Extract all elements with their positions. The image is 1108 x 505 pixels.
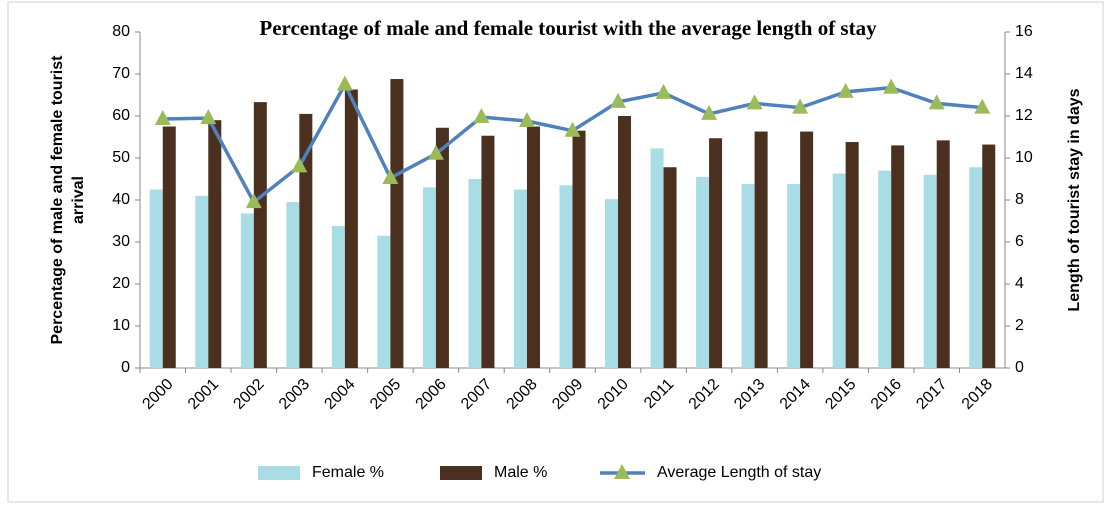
marker: [473, 108, 490, 124]
y-tick-label: 10: [112, 317, 130, 334]
legend-label: Male %: [494, 464, 547, 481]
marker: [154, 109, 171, 125]
bar: [663, 167, 677, 368]
bar: [390, 79, 404, 368]
bar: [605, 199, 619, 368]
bar: [377, 235, 391, 368]
marker: [245, 193, 262, 209]
y2-tick-label: 0: [1015, 359, 1024, 376]
bar: [696, 176, 710, 368]
bar: [468, 179, 482, 368]
bar: [741, 184, 755, 368]
bar: [435, 127, 449, 368]
legend-swatch: [258, 466, 300, 480]
bar: [513, 189, 527, 368]
bar: [162, 126, 176, 368]
y2-tick-label: 8: [1015, 191, 1024, 208]
chart-title: Percentage of male and female tourist wi…: [259, 16, 877, 40]
bar: [969, 167, 983, 368]
marker: [883, 78, 900, 94]
bar: [208, 120, 222, 368]
y-tick-label: 20: [112, 275, 130, 292]
bar: [618, 116, 632, 368]
legend-swatch: [440, 466, 482, 480]
bar: [344, 89, 358, 368]
y-tick-label: 60: [112, 107, 130, 124]
bar: [149, 189, 163, 368]
y2-tick-label: 16: [1015, 23, 1033, 40]
bar: [240, 213, 254, 368]
marker: [746, 94, 763, 110]
bar: [572, 130, 586, 368]
marker: [610, 92, 627, 108]
bar: [800, 131, 814, 368]
legend-label: Average Length of stay: [657, 464, 821, 481]
y-tick-label: 0: [121, 359, 130, 376]
y2-tick-label: 4: [1015, 275, 1024, 292]
bar: [832, 173, 846, 368]
y-tick-label: 30: [112, 233, 130, 250]
bar: [526, 126, 540, 368]
y-axis-label: Percentage of male and female tourist ar…: [49, 55, 87, 345]
marker: [382, 168, 399, 184]
bar: [481, 135, 495, 368]
bar: [754, 131, 768, 368]
y2-tick-label: 2: [1015, 317, 1024, 334]
y-tick-label: 70: [112, 65, 130, 82]
bar: [709, 138, 723, 368]
bar: [331, 226, 345, 368]
y2-tick-label: 14: [1015, 65, 1033, 82]
marker: [837, 82, 854, 98]
marker: [336, 75, 353, 91]
bar: [299, 113, 313, 369]
bar: [845, 142, 859, 368]
bar: [891, 145, 905, 368]
bar: [982, 144, 996, 368]
bar: [286, 202, 300, 368]
y-tick-label: 40: [112, 191, 130, 208]
y-tick-label: 50: [112, 149, 130, 166]
y-tick-label: 80: [112, 23, 130, 40]
marker: [655, 83, 672, 99]
bar: [936, 140, 950, 368]
legend-marker: [614, 464, 630, 479]
y2-tick-label: 10: [1015, 149, 1033, 166]
marker: [518, 112, 535, 128]
bar: [559, 185, 573, 368]
y2-tick-label: 6: [1015, 233, 1024, 250]
bar: [650, 148, 664, 368]
bar: [787, 184, 801, 368]
legend-label: Female %: [312, 464, 384, 481]
marker: [291, 157, 308, 173]
marker: [200, 109, 217, 125]
marker: [564, 121, 581, 137]
bar: [195, 195, 209, 368]
chart-border: [7, 1, 1104, 503]
marker: [701, 104, 718, 120]
marker: [974, 98, 991, 114]
bar: [923, 174, 937, 368]
marker: [792, 98, 809, 114]
bar: [422, 187, 436, 368]
bar: [878, 170, 892, 368]
marker: [928, 94, 945, 110]
marker: [427, 144, 444, 160]
y2-axis-label: Length of tourist stay in days: [1066, 88, 1083, 311]
y2-tick-label: 12: [1015, 107, 1033, 124]
bar: [253, 102, 267, 368]
